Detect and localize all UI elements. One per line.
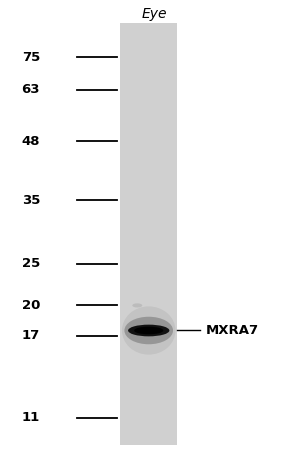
Text: 25: 25: [22, 257, 40, 270]
Text: 35: 35: [22, 194, 40, 207]
Text: 11: 11: [22, 411, 40, 424]
Text: 75: 75: [22, 50, 40, 64]
Text: MXRA7: MXRA7: [206, 324, 259, 337]
Ellipse shape: [132, 303, 142, 308]
Ellipse shape: [128, 325, 169, 336]
Bar: [120, 23, 177, 445]
Text: Eye: Eye: [142, 6, 167, 21]
Ellipse shape: [122, 307, 175, 355]
Text: 63: 63: [21, 84, 40, 96]
Text: 20: 20: [22, 299, 40, 312]
Text: 48: 48: [21, 134, 40, 147]
Text: 17: 17: [22, 330, 40, 342]
Ellipse shape: [124, 317, 173, 344]
Ellipse shape: [134, 327, 163, 334]
